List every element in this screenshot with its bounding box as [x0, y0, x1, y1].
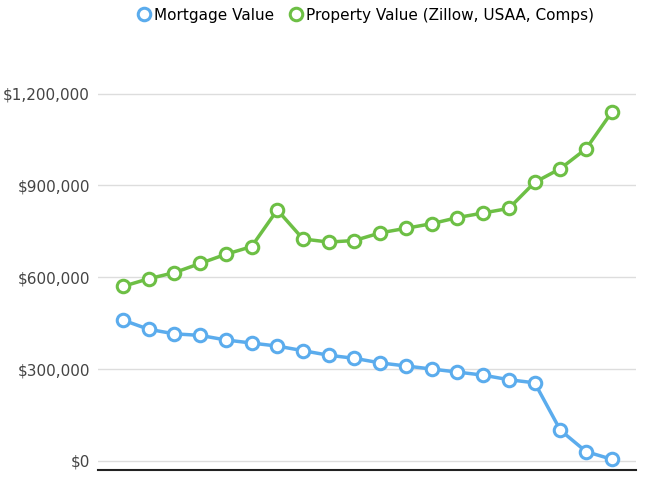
Property Value (Zillow, USAA, Comps): [608, 109, 616, 115]
Property Value (Zillow, USAA, Comps): [505, 206, 513, 212]
Property Value (Zillow, USAA, Comps): [350, 238, 358, 244]
Mortgage Value: [480, 372, 487, 378]
Mortgage Value: [145, 326, 153, 332]
Property Value (Zillow, USAA, Comps): [402, 226, 410, 232]
Property Value (Zillow, USAA, Comps): [531, 180, 539, 186]
Legend: Mortgage Value, Property Value (Zillow, USAA, Comps): Mortgage Value, Property Value (Zillow, …: [134, 2, 600, 29]
Mortgage Value: [453, 369, 461, 375]
Mortgage Value: [377, 360, 384, 366]
Mortgage Value: [531, 380, 539, 386]
Property Value (Zillow, USAA, Comps): [377, 230, 384, 236]
Mortgage Value: [171, 331, 178, 337]
Mortgage Value: [299, 348, 307, 354]
Mortgage Value: [222, 337, 230, 343]
Mortgage Value: [556, 427, 564, 433]
Mortgage Value: [350, 356, 358, 362]
Line: Mortgage Value: Mortgage Value: [117, 314, 618, 466]
Property Value (Zillow, USAA, Comps): [274, 207, 281, 213]
Mortgage Value: [325, 352, 333, 358]
Mortgage Value: [274, 343, 281, 349]
Mortgage Value: [402, 363, 410, 369]
Property Value (Zillow, USAA, Comps): [247, 244, 255, 250]
Mortgage Value: [196, 332, 204, 338]
Property Value (Zillow, USAA, Comps): [325, 239, 333, 245]
Property Value (Zillow, USAA, Comps): [453, 214, 461, 220]
Mortgage Value: [582, 448, 590, 454]
Property Value (Zillow, USAA, Comps): [480, 210, 487, 216]
Mortgage Value: [505, 376, 513, 382]
Property Value (Zillow, USAA, Comps): [428, 220, 436, 226]
Line: Property Value (Zillow, USAA, Comps): Property Value (Zillow, USAA, Comps): [117, 106, 618, 292]
Mortgage Value: [247, 340, 255, 346]
Property Value (Zillow, USAA, Comps): [582, 146, 590, 152]
Property Value (Zillow, USAA, Comps): [145, 276, 153, 282]
Property Value (Zillow, USAA, Comps): [299, 236, 307, 242]
Mortgage Value: [119, 317, 127, 323]
Mortgage Value: [608, 456, 616, 462]
Property Value (Zillow, USAA, Comps): [119, 284, 127, 290]
Property Value (Zillow, USAA, Comps): [196, 260, 204, 266]
Property Value (Zillow, USAA, Comps): [556, 166, 564, 172]
Property Value (Zillow, USAA, Comps): [222, 252, 230, 258]
Property Value (Zillow, USAA, Comps): [171, 270, 178, 276]
Mortgage Value: [428, 366, 436, 372]
